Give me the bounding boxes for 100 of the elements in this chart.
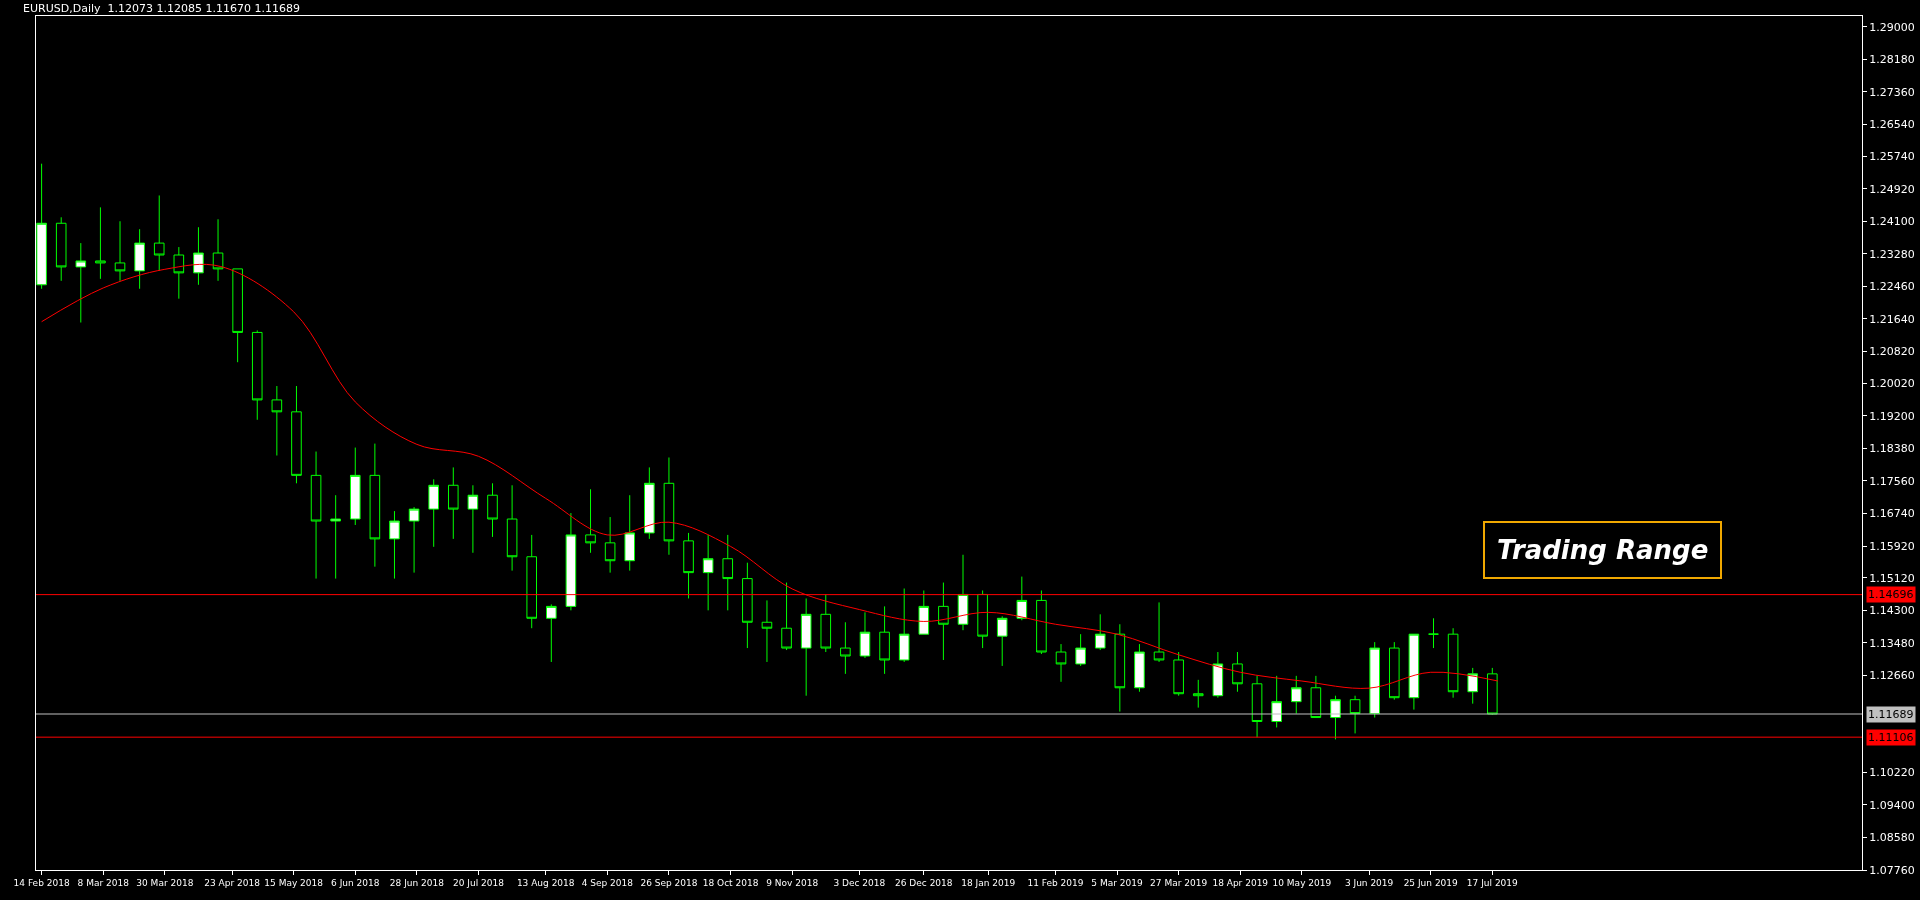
y-tick-label: 1.29000: [1869, 20, 1915, 34]
ref-line-label: 1.14696: [1868, 588, 1914, 601]
candlestick: [271, 385, 283, 457]
candlestick: [761, 599, 773, 663]
candlestick: [467, 484, 479, 554]
y-tick-label: 1.26540: [1869, 118, 1915, 132]
candlestick: [1016, 576, 1028, 621]
x-tick-label: 14 Feb 2018: [13, 877, 70, 888]
candlestick: [1036, 589, 1047, 655]
candlestick: [977, 589, 988, 649]
candlestick: [232, 268, 243, 363]
x-tick-label: 8 Mar 2018: [77, 877, 130, 888]
candlestick: [585, 488, 596, 554]
x-tick-label: 3 Dec 2018: [833, 877, 886, 888]
candlestick: [173, 246, 185, 300]
y-tick-label: 1.25740: [1869, 150, 1915, 163]
candlestick: [153, 194, 165, 272]
y-tick-label: 1.13480: [1869, 636, 1915, 650]
candlestick: [1330, 695, 1341, 740]
candlestick: [408, 506, 420, 574]
candlestick: [369, 443, 381, 568]
y-tick-label: 1.15120: [1869, 571, 1915, 585]
x-tick-label: 23 Apr 2018: [204, 877, 261, 888]
candlestick: [624, 494, 636, 572]
candlestick: [1212, 651, 1224, 699]
y-tick-label: 1.21640: [1869, 312, 1915, 326]
x-tick-label: 13 Aug 2018: [516, 877, 575, 888]
x-tick-label: 18 Oct 2018: [702, 877, 759, 888]
candlestick: [447, 466, 459, 540]
candlestick: [193, 226, 204, 286]
y-tick-label: 1.17560: [1869, 474, 1915, 488]
candlestick: [1114, 623, 1126, 713]
x-tick-label: 25 Jun 2019: [1403, 877, 1459, 888]
y-tick-label: 1.10220: [1869, 766, 1915, 780]
candlestick: [957, 554, 969, 631]
x-tick-label: 6 Jun 2018: [331, 877, 380, 888]
candlestick: [1153, 601, 1165, 663]
x-tick-label: 9 Nov 2018: [766, 877, 819, 888]
candlestick: [95, 206, 106, 280]
candlestick: [1055, 643, 1067, 683]
candlestick: [1192, 679, 1204, 709]
y-tick-label: 1.20820: [1869, 345, 1915, 359]
candlestick: [134, 228, 145, 290]
y-tick-label: 1.24100: [1869, 215, 1915, 229]
candlestick: [604, 516, 616, 574]
candlestick: [1467, 667, 1479, 705]
y-tick-label: 1.09400: [1869, 798, 1915, 812]
x-tick-label: 27 Mar 2019: [1150, 877, 1208, 888]
x-tick-label: 18 Apr 2019: [1212, 877, 1269, 888]
candlestick: [663, 456, 675, 556]
candlestick: [800, 597, 812, 697]
candlestick: [506, 484, 518, 572]
candlestick: [1428, 617, 1439, 649]
x-tick-label: 28 Jun 2018: [389, 877, 445, 888]
candlestick: [1094, 613, 1106, 651]
candlestick: [1447, 627, 1459, 699]
y-tick-label: 1.07760: [1869, 863, 1915, 877]
y-tick-label: 1.24920: [1869, 182, 1915, 196]
candlestick: [879, 605, 890, 675]
candlestick: [546, 603, 557, 663]
x-tick-label: 4 Sep 2018: [581, 877, 634, 888]
candlestick: [114, 220, 126, 282]
candlestick: [1487, 667, 1498, 716]
candlestick: [330, 494, 341, 580]
candlestick: [840, 621, 851, 675]
candlestick: [251, 329, 263, 421]
candlestick: [389, 510, 400, 580]
y-tick-label: 1.20020: [1869, 377, 1915, 391]
candlestick: [1271, 675, 1282, 728]
x-tick-label: 3 Jun 2019: [1344, 877, 1394, 888]
y-tick-label: 1.23280: [1869, 247, 1915, 261]
candlestick: [1075, 633, 1086, 667]
y-tick-label: 1.16740: [1869, 507, 1915, 521]
candlestick: [1408, 633, 1420, 711]
candlestick: [1251, 675, 1263, 738]
candlestick: [898, 588, 910, 663]
y-tick-label: 1.14300: [1869, 604, 1915, 618]
candlestick: [310, 451, 322, 580]
candlestick: [938, 582, 949, 661]
candlestick: [487, 482, 498, 538]
x-tick-label: 5 Mar 2019: [1091, 877, 1143, 888]
candlestick: [55, 216, 67, 282]
x-tick-label: 30 Mar 2018: [136, 877, 194, 888]
candlestick: [742, 562, 753, 649]
y-tick-label: 1.22460: [1869, 280, 1915, 294]
candlestick: [781, 582, 792, 651]
candlestick: [565, 512, 577, 611]
candlestick: [428, 478, 439, 548]
y-tick-label: 1.12660: [1869, 669, 1915, 683]
candlestick: [526, 534, 538, 629]
candlestick: [1232, 651, 1243, 693]
y-tick-label: 1.27360: [1869, 85, 1915, 99]
candlestick: [702, 534, 714, 611]
candlestick: [1369, 641, 1380, 719]
candlestick: [1134, 643, 1145, 693]
ref-line-label: 1.11106: [1868, 731, 1914, 744]
candlestick: [820, 593, 832, 653]
y-tick-label: 1.08580: [1869, 831, 1915, 845]
y-tick-label: 1.28180: [1869, 53, 1915, 67]
candlestick: [1290, 675, 1302, 715]
